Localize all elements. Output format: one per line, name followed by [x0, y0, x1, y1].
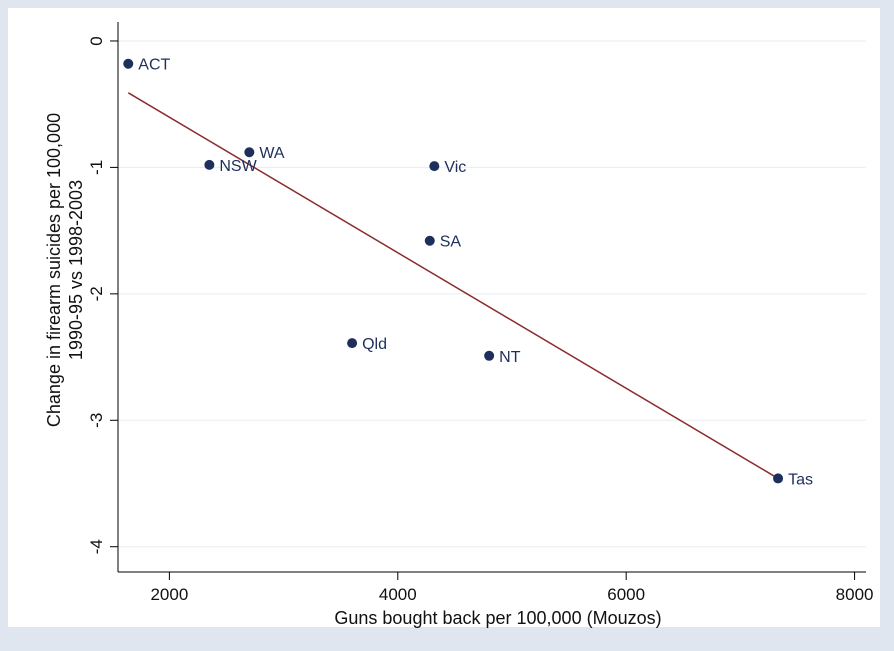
point-label-qld: Qld: [362, 336, 387, 353]
point-label-wa: WA: [259, 145, 285, 162]
fit-line: [127, 92, 779, 480]
point-label-act: ACT: [138, 57, 170, 74]
y-tick-label: -2: [87, 286, 106, 301]
y-tick-label: -4: [87, 539, 106, 554]
data-point-nt: [484, 350, 495, 361]
plot-area: [8, 8, 880, 627]
x-tick-label: 6000: [607, 585, 645, 604]
x-axis-title: Guns bought back per 100,000 (Mouzos): [334, 608, 661, 628]
y-tick-label: -3: [87, 413, 106, 428]
y-ticks: 0 -1 -2 -3 -4: [87, 36, 118, 554]
x-tick-label: 4000: [379, 585, 417, 604]
point-label-nsw: NSW: [219, 158, 257, 175]
x-tick-label: 2000: [150, 585, 188, 604]
x-tick-label: 8000: [836, 585, 874, 604]
data-point-tas: [773, 473, 784, 484]
point-label-vic: Vic: [444, 159, 466, 176]
data-point-vic: [429, 161, 440, 172]
point-label-sa: SA: [440, 234, 462, 251]
y-tick-label: 0: [87, 36, 106, 45]
y-axis-subtitle: 1990-95 vs 1998-2003: [66, 180, 86, 360]
x-ticks: 2000 4000 6000 8000: [150, 572, 873, 604]
point-label-tas: Tas: [788, 471, 813, 488]
data-point-nsw: [204, 159, 215, 170]
point-label-nt: NT: [499, 349, 521, 366]
data-point-sa: [424, 235, 435, 246]
y-axis-title: Change in firearm suicides per 100,000: [44, 113, 64, 427]
fit-line-layer: [127, 92, 779, 480]
y-tick-label: -1: [87, 160, 106, 175]
data-point-qld: [347, 338, 358, 349]
data-point-act: [123, 58, 134, 69]
gridlines: [119, 40, 866, 548]
data-point-wa: [244, 147, 255, 158]
axes: [117, 22, 866, 573]
